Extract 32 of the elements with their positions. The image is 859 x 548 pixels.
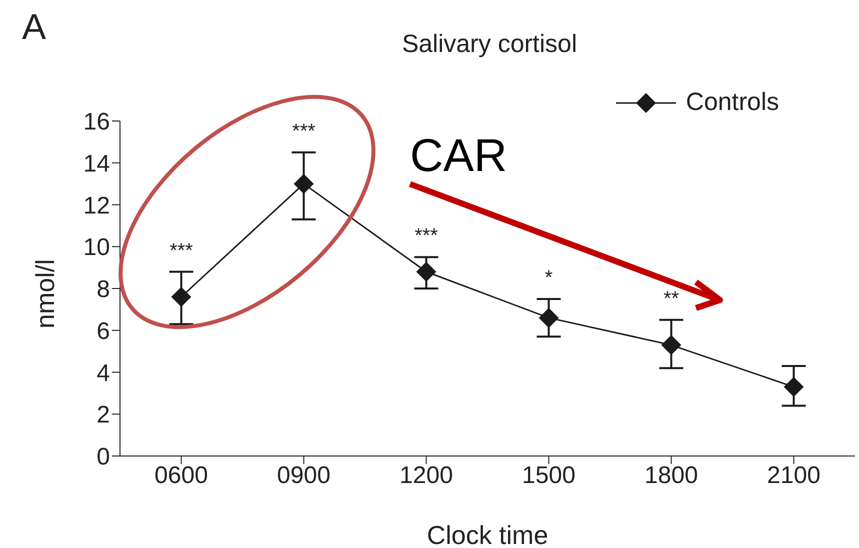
point [538, 308, 559, 328]
y-tick-label: 0 [96, 444, 110, 471]
point [661, 335, 682, 356]
y-axis-title: nmol/l [30, 259, 60, 328]
y-tick-label: 2 [96, 402, 110, 429]
y-tick-label: 8 [96, 276, 110, 304]
annotation: * [544, 266, 553, 289]
annotation: *** [170, 240, 194, 262]
y-tick-label: 4 [96, 360, 110, 387]
x-tick-label: 1200 [400, 462, 453, 490]
text: A [22, 6, 46, 48]
legend-label: Controls [686, 88, 779, 117]
point [171, 286, 192, 307]
y-tick-label: 12 [83, 192, 110, 220]
y-tick-label: 16 [83, 108, 110, 136]
x-tick-label: 0900 [277, 462, 330, 490]
x-tick-label: 0600 [154, 462, 208, 490]
annotation: CAR [410, 128, 508, 182]
y-tick-label: 10 [83, 234, 110, 262]
chart-title: Salivary cortisol [402, 30, 578, 58]
annotation: ** [663, 288, 680, 310]
x-tick-label: 1800 [644, 462, 698, 490]
point [294, 174, 314, 194]
y-tick-label: 6 [96, 318, 110, 345]
point [416, 262, 436, 282]
y-tick-label: 14 [83, 150, 110, 178]
x-axis-title: Clock time [426, 520, 548, 548]
annotation: *** [414, 225, 438, 248]
point [784, 376, 804, 397]
x-tick-label: 1500 [522, 462, 576, 490]
annotation: *** [292, 120, 316, 142]
x-tick-label: 2100 [767, 462, 820, 490]
